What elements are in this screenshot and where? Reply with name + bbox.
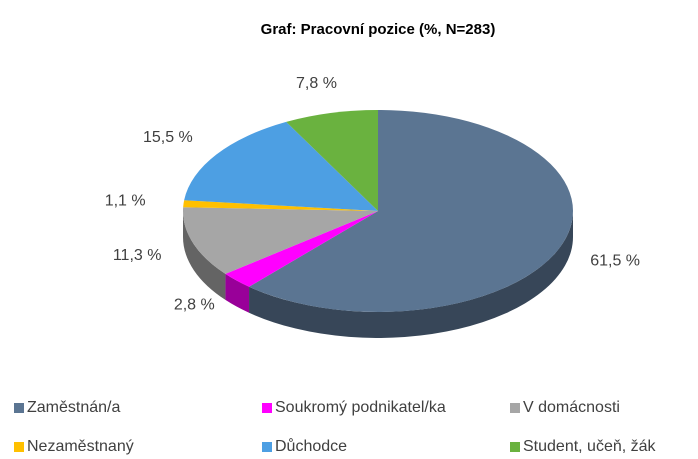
legend-label: Student, učeň, žák [523,438,657,455]
pie-slice [182,207,378,274]
data-label: 11,3 % [113,247,162,264]
legend-swatch [262,403,272,413]
legend-swatch [14,442,24,452]
legend-label: Zaměstnán/a [27,399,120,416]
legend-swatch [510,403,520,413]
data-label: 7,8 % [296,75,337,92]
legend-swatch [262,442,272,452]
legend-label: Soukromý podnikatel/ka [275,399,446,416]
legend-label: V domácnosti [523,399,620,416]
pie-slice [225,211,378,287]
pie-side [225,273,250,313]
data-label: 2,8 % [174,297,215,314]
data-label: 1,1 % [105,193,146,210]
pie-slice [184,121,378,211]
data-label: 15,5 % [143,129,193,146]
legend-swatch [510,442,520,452]
pie-side [183,211,226,300]
legend-label: Nezaměstnaný [27,438,134,455]
pie-side [249,211,573,338]
pie-slice [183,200,378,211]
chart-title: Graf: Pracovní pozice (%, N=283) [261,21,496,38]
legend-label: Důchodce [275,437,347,455]
legend-swatch [14,403,24,413]
data-label: 61,5 % [590,253,640,270]
pie-slice [286,110,378,211]
pie-slice [249,110,574,312]
